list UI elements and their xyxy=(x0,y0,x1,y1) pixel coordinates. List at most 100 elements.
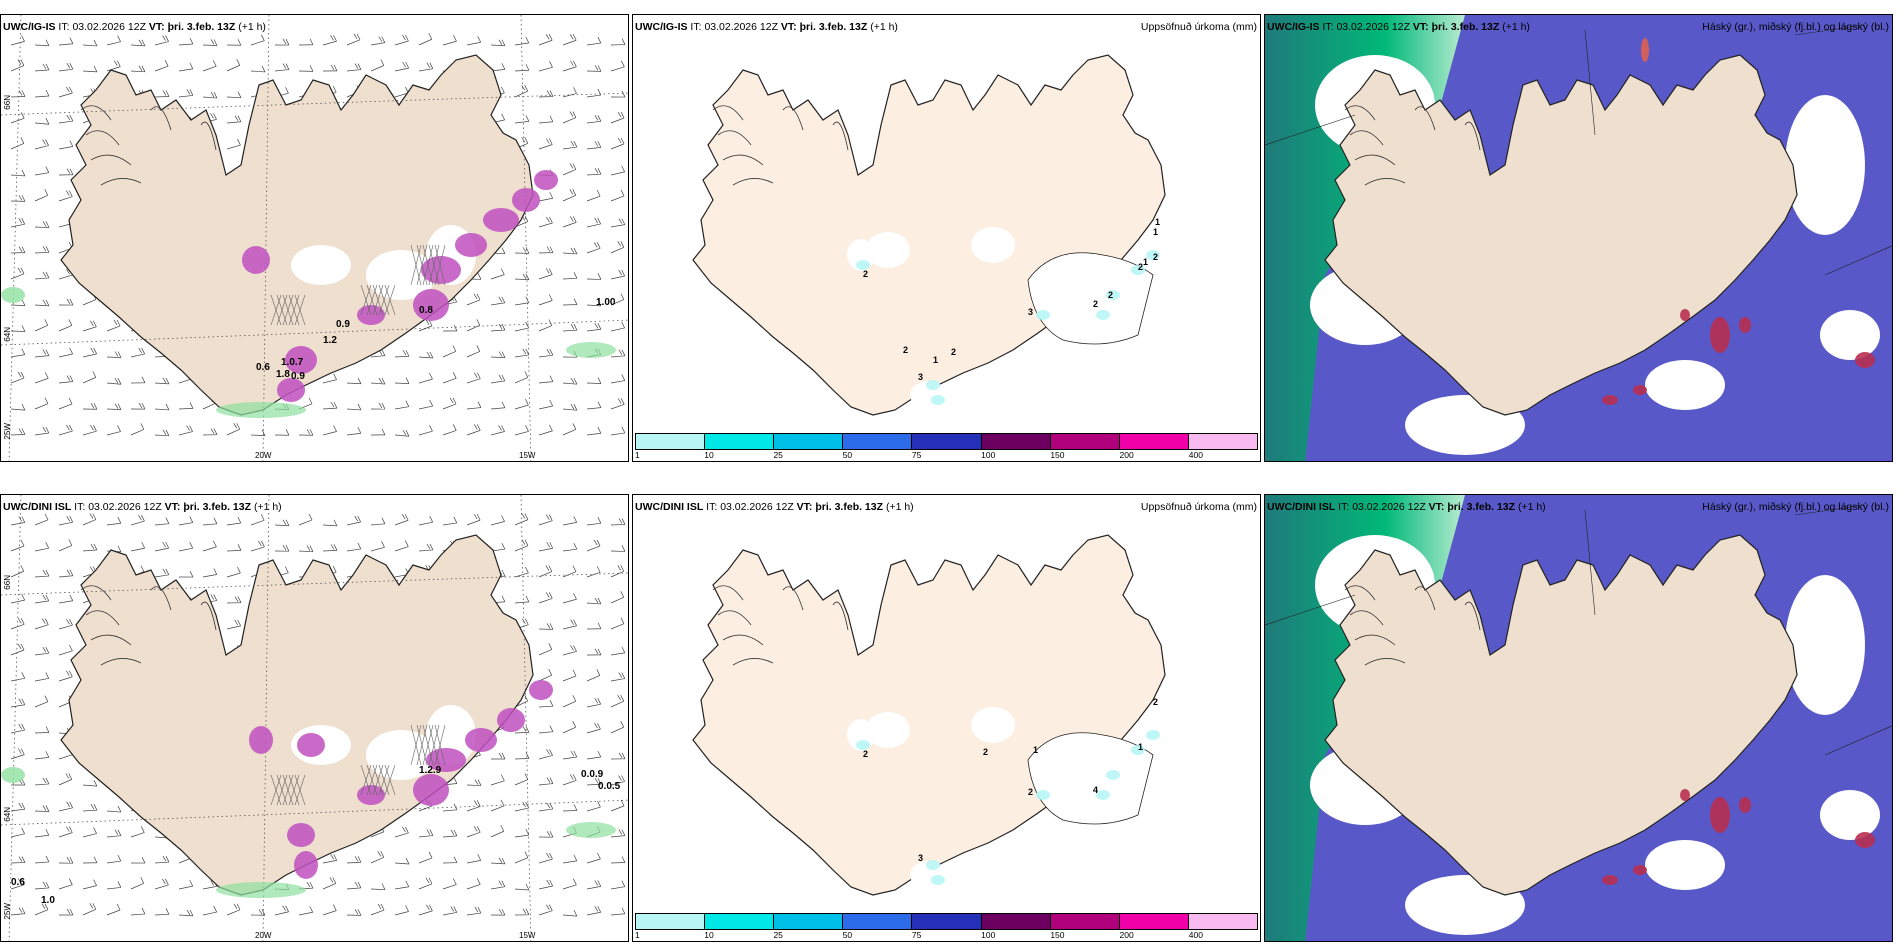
precip-panel-top: UWC/IG-IS IT: 03.02.2026 12Z VT: þri. 3.… xyxy=(632,14,1261,462)
panel-header: UWC/DINI ISL IT: 03.02.2026 12Z VT: þri.… xyxy=(1267,501,1546,513)
panel-header: UWC/IG-IS IT: 03.02.2026 12Z VT: þri. 3.… xyxy=(1267,21,1530,33)
precip-value-label: 2 xyxy=(951,347,956,357)
colorbar-swatch xyxy=(1188,914,1257,929)
wind-value-label: 1.00 xyxy=(596,297,616,308)
colorbar-tick-label: 50 xyxy=(842,930,853,940)
precip-value-label: 3 xyxy=(918,853,923,863)
precip-value-label: 2 xyxy=(863,749,868,759)
wind-value-label: 0.6 xyxy=(256,362,270,373)
panel-header: UWC/DINI ISL IT: 03.02.2026 12Z VT: þri.… xyxy=(3,501,282,513)
precip-value-label: 1 xyxy=(1033,745,1038,755)
wind-value-label: 0.0.5 xyxy=(598,781,621,792)
cloud-panel-top: UWC/IG-IS IT: 03.02.2026 12Z VT: þri. 3.… xyxy=(1264,14,1893,462)
colorbar-swatch xyxy=(1188,434,1257,449)
colorbar-tick-label: 50 xyxy=(842,450,853,460)
colorbar-tick-label: 400 xyxy=(1188,930,1203,940)
colorbar-swatch xyxy=(636,914,706,929)
precip-value-label: 1 xyxy=(933,355,938,365)
colorbar-swatch xyxy=(774,434,844,449)
colorbar-swatch xyxy=(1119,434,1189,449)
colorbar-tick-label: 75 xyxy=(911,930,922,940)
lon-label-25w: 25W xyxy=(3,903,12,920)
colorbar-tick-label: 25 xyxy=(773,930,783,940)
precip-colorbar: 1 10 25 50 75 100 150 200 400 xyxy=(635,433,1258,460)
colorbar-swatch xyxy=(981,914,1051,929)
colorbar-swatch xyxy=(1119,914,1189,929)
wind-panel-bottom: UWC/DINI ISL IT: 03.02.2026 12Z VT: þri.… xyxy=(0,494,629,942)
precip-value-label: 2 xyxy=(1153,697,1158,707)
precip-value-label: 2 xyxy=(1153,252,1158,262)
colorbar-swatch xyxy=(774,914,844,929)
colorbar-tick-label: 25 xyxy=(773,450,783,460)
wind-value-label: 0.9 xyxy=(291,371,305,382)
colorbar-swatch xyxy=(636,434,706,449)
colorbar-tick-label: 75 xyxy=(911,450,922,460)
precip-title: Uppsöfnuð úrkoma (mm) xyxy=(1140,501,1257,513)
wind-map: 0.91.21.0.70.61.8 0.91.000.8 xyxy=(1,15,628,461)
precip-value-label: 1 xyxy=(1153,227,1158,237)
precip-value-label: 1 xyxy=(1138,742,1143,752)
wind-value-label: 0.8 xyxy=(419,305,433,316)
colorbar-swatch xyxy=(912,434,982,449)
lat-label-64: 64N xyxy=(3,807,12,822)
colorbar-swatch xyxy=(843,914,913,929)
wind-value-label: 0.6 xyxy=(11,877,25,888)
cloud-title: Háský (gr.), miðský (fj.bl.) og lágský (… xyxy=(1702,21,1889,33)
colorbar-swatch xyxy=(1050,434,1120,449)
colorbar-tick-label: 400 xyxy=(1188,450,1203,460)
wind-value-label: 0.9 xyxy=(336,319,350,330)
wind-value-label: 1.2.9 xyxy=(419,765,442,776)
precip-value-label: 3 xyxy=(918,372,923,382)
colorbar-tick-label: 1 xyxy=(635,930,640,940)
panel-header: UWC/DINI ISL IT: 03.02.2026 12Z VT: þri.… xyxy=(635,501,914,513)
colorbar-swatch xyxy=(843,434,913,449)
colorbar-tick-label: 1 xyxy=(635,450,640,460)
colorbar-labels: 1 10 25 50 75 100 150 200 400 xyxy=(635,930,1258,940)
wind-value-label: 1.2 xyxy=(323,335,337,346)
colorbar-boxes xyxy=(635,913,1258,930)
panel-header: UWC/IG-IS IT: 03.02.2026 12Z VT: þri. 3.… xyxy=(635,21,898,33)
cloud-map xyxy=(1265,15,1892,461)
wind-value-label: 1.0 xyxy=(41,895,55,906)
colorbar-tick-label: 100 xyxy=(981,930,996,940)
precip-colorbar: 1 10 25 50 75 100 150 200 400 xyxy=(635,913,1258,940)
lon-label-25w: 25W xyxy=(3,423,12,440)
lon-label-15w: 15W xyxy=(519,931,536,940)
precip-value-label: 2 xyxy=(983,747,988,757)
lat-label-66: 66N xyxy=(3,95,12,110)
colorbar-tick-label: 200 xyxy=(1119,450,1134,460)
cloud-map xyxy=(1265,495,1892,941)
precip-panel-bottom: UWC/DINI ISL IT: 03.02.2026 12Z VT: þri.… xyxy=(632,494,1261,942)
colorbar-tick-label: 200 xyxy=(1119,930,1134,940)
wind-value-label: 0.0.9 xyxy=(581,769,604,780)
colorbar-swatch xyxy=(705,434,775,449)
colorbar-tick-label: 150 xyxy=(1050,930,1065,940)
wind-map: 0.6 1.0 0.0.90.0.5 1.2.9 xyxy=(1,495,628,941)
colorbar-tick-label: 150 xyxy=(1050,450,1065,460)
lat-label-64: 64N xyxy=(3,327,12,342)
colorbar-boxes xyxy=(635,433,1258,450)
wind-panel-top: UWC/IG-IS IT: 03.02.2026 12Z VT: þri. 3.… xyxy=(0,14,629,462)
precip-value-label: 2 xyxy=(1108,290,1113,300)
precip-value-label: 2 xyxy=(863,269,868,279)
colorbar-tick-label: 10 xyxy=(704,930,714,940)
colorbar-swatch xyxy=(1050,914,1120,929)
lon-label-20w: 20W xyxy=(255,931,272,940)
precip-value-label: 1 xyxy=(1143,257,1148,267)
precip-value-label: 2 xyxy=(1138,262,1143,272)
colorbar-labels: 1 10 25 50 75 100 150 200 400 xyxy=(635,450,1258,460)
lon-label-20w: 20W xyxy=(255,451,272,460)
panel-header: UWC/IG-IS IT: 03.02.2026 12Z VT: þri. 3.… xyxy=(3,21,266,33)
precip-value-label: 2 xyxy=(903,345,908,355)
colorbar-swatch xyxy=(705,914,775,929)
precip-map: 2 2 3 2 1 4 2 1 xyxy=(692,534,1166,896)
colorbar-tick-label: 100 xyxy=(981,450,996,460)
wind-value-label: 1.0.7 xyxy=(281,357,304,368)
colorbar-swatch xyxy=(981,434,1051,449)
precip-value-label: 1 xyxy=(1155,217,1160,227)
colorbar-swatch xyxy=(912,914,982,929)
lat-label-66: 66N xyxy=(3,575,12,590)
precip-value-label: 4 xyxy=(1093,785,1098,795)
cloud-panel-bottom: UWC/DINI ISL IT: 03.02.2026 12Z VT: þri.… xyxy=(1264,494,1893,942)
